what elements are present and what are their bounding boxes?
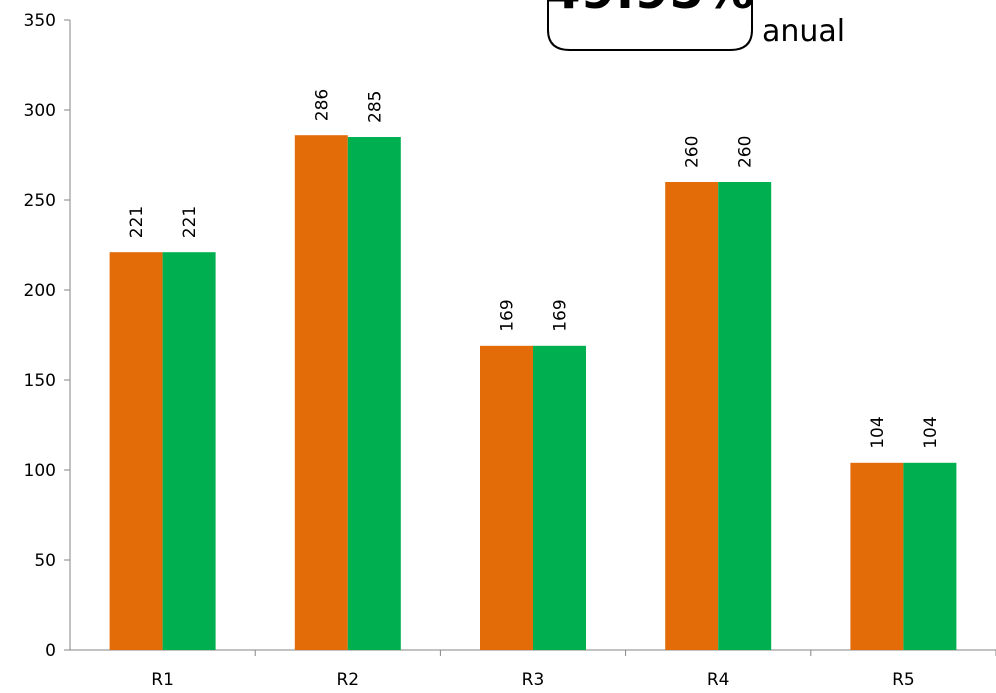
bar [533, 346, 586, 650]
data-label: 104 [868, 416, 888, 448]
x-tick-label: R5 [892, 670, 915, 690]
data-label: 221 [180, 206, 200, 238]
y-tick-label: 150 [24, 371, 56, 391]
x-tick-label: R1 [151, 670, 174, 690]
data-label: 260 [736, 136, 756, 168]
bar [110, 252, 163, 650]
bar [480, 346, 533, 650]
x-tick-label: R2 [336, 670, 359, 690]
bar [295, 135, 348, 650]
x-tick-label: R3 [522, 670, 545, 690]
callout-text: anual [762, 14, 845, 49]
y-tick-label: 0 [45, 641, 56, 661]
y-tick-label: 250 [24, 191, 56, 211]
bar [163, 252, 216, 650]
y-tick-label: 300 [24, 101, 56, 121]
data-label: 169 [498, 299, 518, 331]
data-label: 260 [683, 136, 703, 168]
data-label: 104 [921, 416, 941, 448]
y-tick-label: 50 [34, 551, 56, 571]
callout-value: 49.95% [546, 0, 754, 20]
x-tick-label: R4 [707, 670, 730, 690]
y-tick-label: 200 [24, 281, 56, 301]
bar [850, 463, 903, 650]
callout: 49.95% anual [546, 0, 845, 50]
data-label: 286 [312, 89, 332, 121]
bar [665, 182, 718, 650]
bar [903, 463, 956, 650]
bar [718, 182, 771, 650]
y-tick-label: 350 [24, 11, 56, 31]
data-label: 285 [365, 91, 385, 123]
data-label: 169 [551, 299, 571, 331]
bar [348, 137, 401, 650]
data-label: 221 [127, 206, 147, 238]
y-tick-label: 100 [24, 461, 56, 481]
chart-bars [110, 135, 957, 650]
